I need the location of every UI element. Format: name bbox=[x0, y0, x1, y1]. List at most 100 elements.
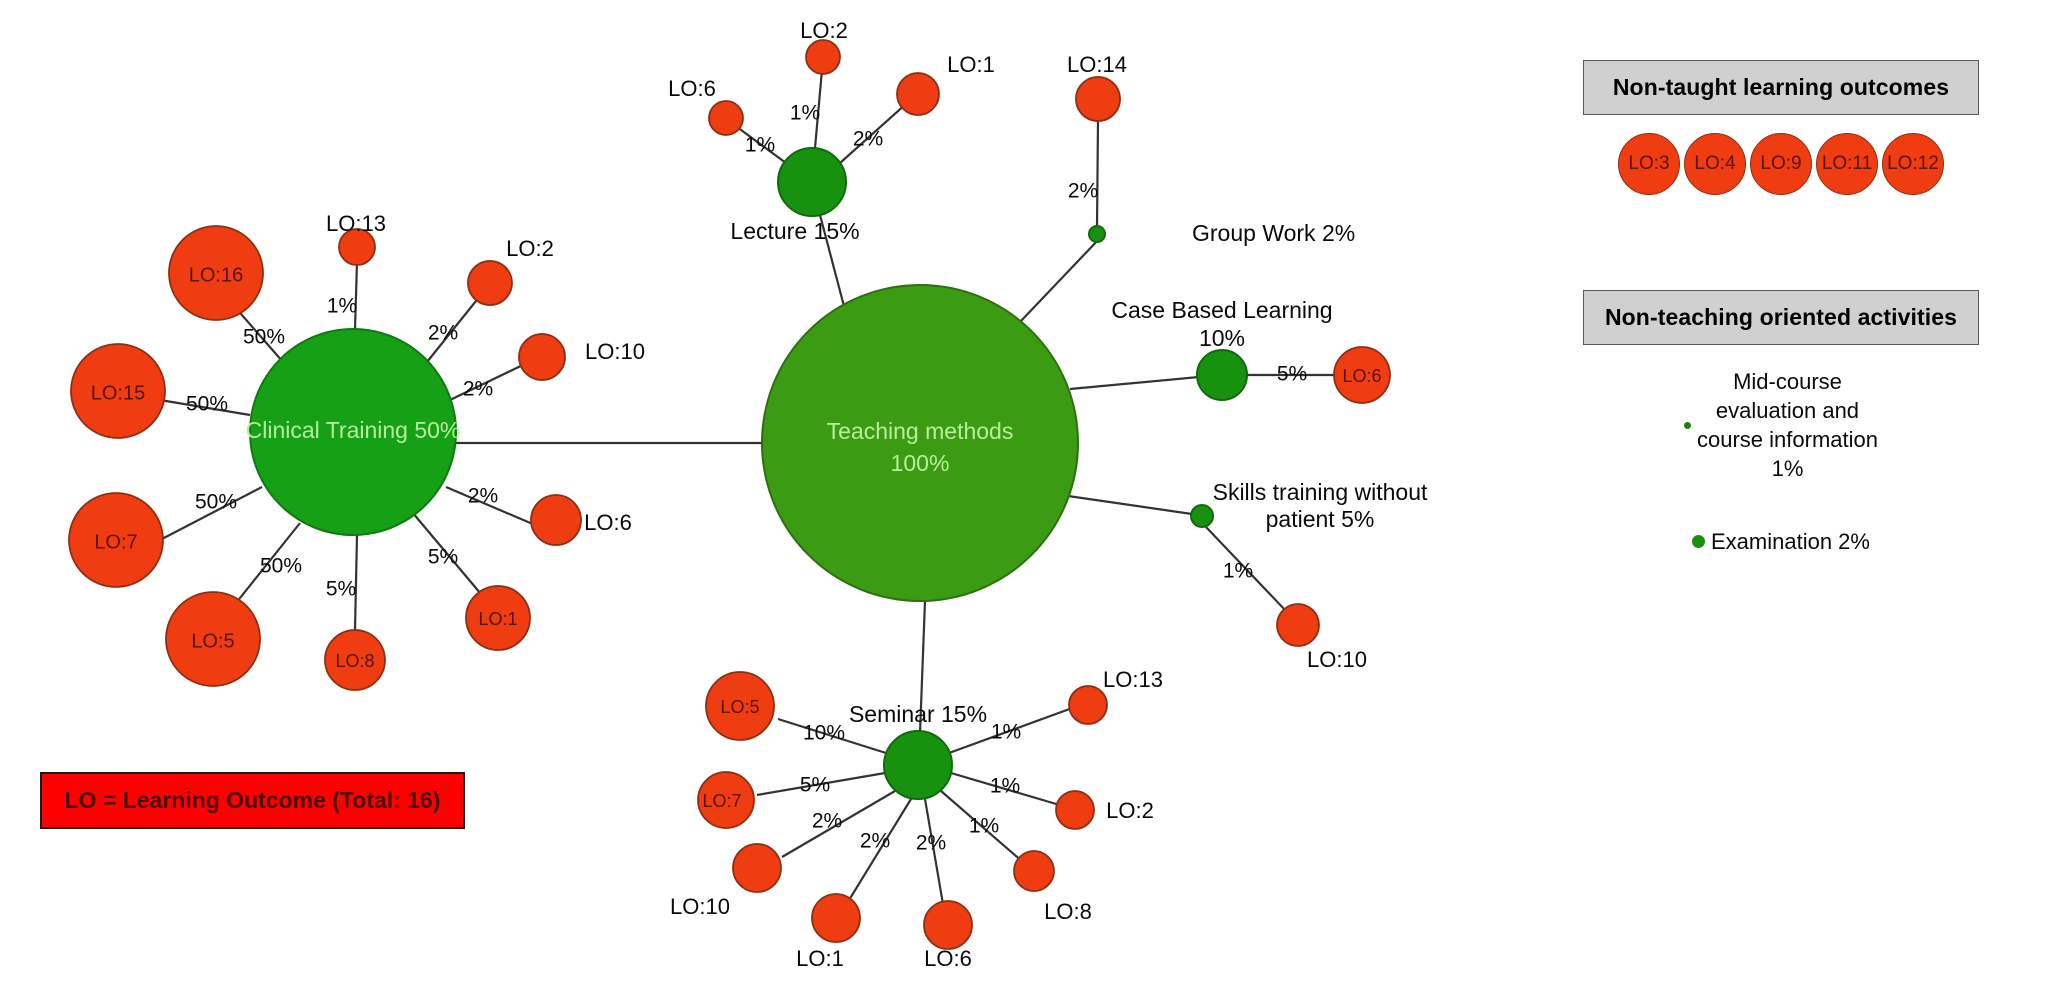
lo-chip-11[interactable]: LO:11 bbox=[1816, 133, 1878, 195]
edge-pct-clinical-lo16: 50% bbox=[243, 326, 285, 349]
activity-mid-course-evaluation[interactable]: Mid-course evaluation and course informa… bbox=[1583, 367, 1979, 483]
non-taught-lo-chip-row: LO:3 LO:4 LO:9 LO:11 LO:12 bbox=[1583, 133, 1979, 195]
panel-non-teaching-header: Non-teaching oriented activities bbox=[1583, 290, 1979, 345]
edge-clinical-lo8 bbox=[353, 534, 359, 631]
lo-node-lecture-1[interactable] bbox=[896, 72, 940, 116]
hub-lecture[interactable] bbox=[777, 147, 847, 217]
hub-clinical-training[interactable] bbox=[249, 328, 457, 536]
hub-label-skills-line1: Skills training without bbox=[1213, 479, 1428, 505]
lo-node-seminar-5[interactable] bbox=[705, 671, 775, 741]
lo-node-cbl-6[interactable] bbox=[1333, 346, 1391, 404]
lo-label-seminar-7: LO:7 bbox=[702, 791, 741, 811]
edge-pct-skills-lo10: 1% bbox=[1223, 560, 1253, 583]
lo-node-8[interactable] bbox=[324, 629, 386, 691]
edge-pct-clinical-lo1: 5% bbox=[428, 546, 458, 569]
edge-clinical-lo2 bbox=[426, 295, 481, 363]
hub-group-work[interactable] bbox=[1088, 225, 1106, 243]
edge-lecture-lo1 bbox=[839, 102, 908, 164]
panel-non-taught-header: Non-taught learning outcomes bbox=[1583, 60, 1979, 115]
lo-chip-9[interactable]: LO:9 bbox=[1750, 133, 1812, 195]
edge-pct-clinical-lo7: 50% bbox=[195, 491, 237, 514]
lo-label-seminar-2: LO:2 bbox=[1106, 798, 1154, 823]
lo-node-16[interactable] bbox=[168, 225, 264, 321]
center-edges bbox=[456, 214, 1200, 734]
lo-chip-12[interactable]: LO:12 bbox=[1882, 133, 1944, 195]
lo-node-seminar-6[interactable] bbox=[923, 900, 973, 950]
edge-clinical-lo13 bbox=[353, 261, 359, 330]
lo-label-seminar-6: LO:6 bbox=[924, 946, 972, 971]
hub-case-based-learning[interactable] bbox=[1196, 349, 1248, 401]
lo-node-13[interactable] bbox=[338, 228, 376, 266]
lo-label-6: LO:6 bbox=[584, 510, 632, 535]
hub-label-skills-line2: patient 5% bbox=[1266, 506, 1375, 532]
activity-mid-course-evaluation-text: Mid-course evaluation and course informa… bbox=[1697, 367, 1878, 483]
edge-clinical-lo15 bbox=[159, 398, 251, 417]
lo-label-2: LO:2 bbox=[506, 236, 554, 261]
edge-pct-clinical-lo2: 2% bbox=[428, 322, 458, 345]
lo-node-10[interactable] bbox=[518, 333, 566, 381]
lo-node-seminar-2[interactable] bbox=[1055, 790, 1095, 830]
lo-node-skills-10[interactable] bbox=[1276, 603, 1320, 647]
hub-label-teaching-line2: 100% bbox=[891, 450, 950, 476]
lo-node-seminar-13[interactable] bbox=[1068, 685, 1108, 725]
hub-skills-training[interactable] bbox=[1190, 504, 1214, 528]
lo-node-groupwork-14[interactable] bbox=[1075, 76, 1121, 122]
edge-teaching-seminar bbox=[918, 600, 927, 734]
seminar-cluster: LO:5 LO:7 LO:10 LO:1 LO:6 LO:8 LO:2 LO:1… bbox=[670, 667, 1163, 971]
edge-pct-lecture-lo1: 2% bbox=[853, 128, 883, 151]
lo-label-7: LO:7 bbox=[94, 531, 137, 553]
edge-pct-seminar-lo8: 1% bbox=[969, 815, 999, 838]
edge-clinical-lo5 bbox=[231, 522, 301, 609]
hub-label-group-work: Group Work 2% bbox=[1192, 220, 1355, 246]
lo-label-lecture-2: LO:2 bbox=[800, 18, 848, 43]
hub-label-teaching-line1: Teaching methods bbox=[827, 418, 1014, 444]
edge-skills-lo10 bbox=[1205, 526, 1287, 612]
activity-examination-text: Examination 2% bbox=[1711, 529, 1870, 555]
lo-node-seminar-10[interactable] bbox=[732, 843, 782, 893]
hub-label-seminar: Seminar 15% bbox=[849, 701, 987, 727]
lecture-cluster: LO:6 LO:2 LO:1 1% 1% 2% Lecture 15% bbox=[668, 18, 995, 244]
center-hub-group: Teaching methods 100% bbox=[761, 284, 1079, 602]
edge-teaching-lecture bbox=[818, 214, 847, 311]
edge-groupwork-lo14 bbox=[1095, 119, 1100, 229]
green-dot-icon bbox=[1692, 535, 1705, 549]
lo-node-5[interactable] bbox=[165, 591, 261, 687]
lo-label-13: LO:13 bbox=[326, 211, 386, 236]
hub-teaching-methods[interactable] bbox=[761, 284, 1079, 602]
hub-seminar[interactable] bbox=[883, 730, 953, 800]
case-based-learning-cluster: LO:6 5% Case Based Learning 10% bbox=[1111, 297, 1391, 404]
edge-seminar-lo7 bbox=[756, 771, 886, 797]
edge-clinical-lo1 bbox=[411, 511, 487, 601]
lo-label-groupwork-14: LO:14 bbox=[1067, 52, 1127, 77]
activity-line-1: Mid-course bbox=[1733, 369, 1842, 394]
lo-label-seminar-13: LO:13 bbox=[1103, 667, 1163, 692]
hub-label-cbl-line1: Case Based Learning bbox=[1111, 297, 1332, 323]
edge-pct-seminar-lo7: 5% bbox=[800, 774, 830, 797]
skills-training-cluster: LO:10 1% Skills training without patient… bbox=[1190, 479, 1428, 672]
edge-seminar-lo6 bbox=[923, 798, 946, 911]
lo-chip-3[interactable]: LO:3 bbox=[1618, 133, 1680, 195]
lo-node-seminar-8[interactable] bbox=[1013, 850, 1055, 892]
activity-line-4: 1% bbox=[1771, 456, 1804, 482]
lo-node-1[interactable] bbox=[465, 585, 531, 651]
lo-node-2[interactable] bbox=[467, 260, 513, 306]
learning-outcome-legend-text: LO = Learning Outcome (Total: 16) bbox=[64, 787, 441, 813]
lo-node-7[interactable] bbox=[68, 492, 164, 588]
lo-node-lecture-6[interactable] bbox=[708, 100, 744, 136]
lo-label-lecture-1: LO:1 bbox=[947, 52, 995, 77]
activity-examination[interactable]: Examination 2% bbox=[1583, 527, 1979, 556]
lo-node-15[interactable] bbox=[70, 343, 166, 439]
lo-node-seminar-7[interactable] bbox=[697, 771, 755, 829]
lo-node-6[interactable] bbox=[530, 494, 582, 546]
edge-teaching-skills bbox=[1067, 494, 1193, 516]
lo-chip-4[interactable]: LO:4 bbox=[1684, 133, 1746, 195]
group-work-cluster: LO:14 2% Group Work 2% bbox=[1067, 52, 1355, 246]
lo-label-lecture-6: LO:6 bbox=[668, 76, 716, 101]
lo-node-lecture-2[interactable] bbox=[805, 39, 841, 75]
lo-label-16: LO:16 bbox=[189, 264, 243, 286]
lo-label-seminar-5: LO:5 bbox=[720, 697, 759, 717]
lo-label-skills-10: LO:10 bbox=[1307, 647, 1367, 672]
lo-node-seminar-1[interactable] bbox=[811, 893, 861, 943]
edge-pct-clinical-lo5: 50% bbox=[260, 555, 302, 578]
